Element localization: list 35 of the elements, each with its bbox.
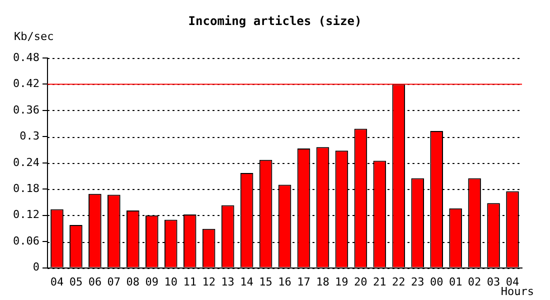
x-tick-label: 16 — [278, 275, 292, 288]
y-tick-label: 0.36 — [12, 103, 40, 116]
y-tick-label: 0.48 — [12, 50, 40, 64]
x-tick-label: 20 — [354, 275, 368, 288]
y-tick-label: 0.24 — [12, 156, 40, 169]
x-tick-label: 02 — [468, 275, 482, 288]
y-tick-label: 0.18 — [12, 182, 40, 195]
x-tick-label: 01 — [448, 275, 462, 288]
x-tick-label: 14 — [240, 275, 254, 288]
x-tick-label: 23 — [410, 275, 424, 288]
x-tick-label: 17 — [297, 275, 310, 288]
x-tick-label: 00 — [430, 275, 444, 288]
x-tick-label: 08 — [126, 275, 140, 288]
chart-title: Incoming articles (size) — [187, 14, 363, 28]
x-tick-label: 13 — [221, 275, 234, 288]
y-tick-label: 0.3 — [20, 130, 40, 143]
x-tick-label: 06 — [88, 275, 102, 288]
y-axis-title: Kb/sec — [14, 30, 54, 43]
x-tick-label: 09 — [145, 275, 159, 288]
y-tick-label: 0.42 — [12, 77, 40, 90]
x-tick-label: 19 — [335, 275, 348, 288]
x-tick-label: 21 — [373, 275, 386, 288]
x-tick-label: 12 — [202, 275, 216, 288]
x-tick-label: 04 — [50, 275, 64, 288]
y-tick-label: 0.06 — [12, 234, 40, 248]
x-tick-label: 07 — [107, 275, 121, 288]
x-tick-label: 22 — [392, 275, 406, 288]
x-tick-label: 11 — [183, 275, 196, 288]
y-tick-label: 0.12 — [12, 208, 40, 222]
x-tick-label: 03 — [486, 275, 500, 288]
x-tick-label: 15 — [259, 275, 272, 288]
x-tick-label: 18 — [316, 275, 330, 288]
x-tick-label: 05 — [69, 275, 83, 288]
y-tick-label: 0 — [32, 260, 40, 274]
x-tick-label: 10 — [164, 275, 178, 288]
